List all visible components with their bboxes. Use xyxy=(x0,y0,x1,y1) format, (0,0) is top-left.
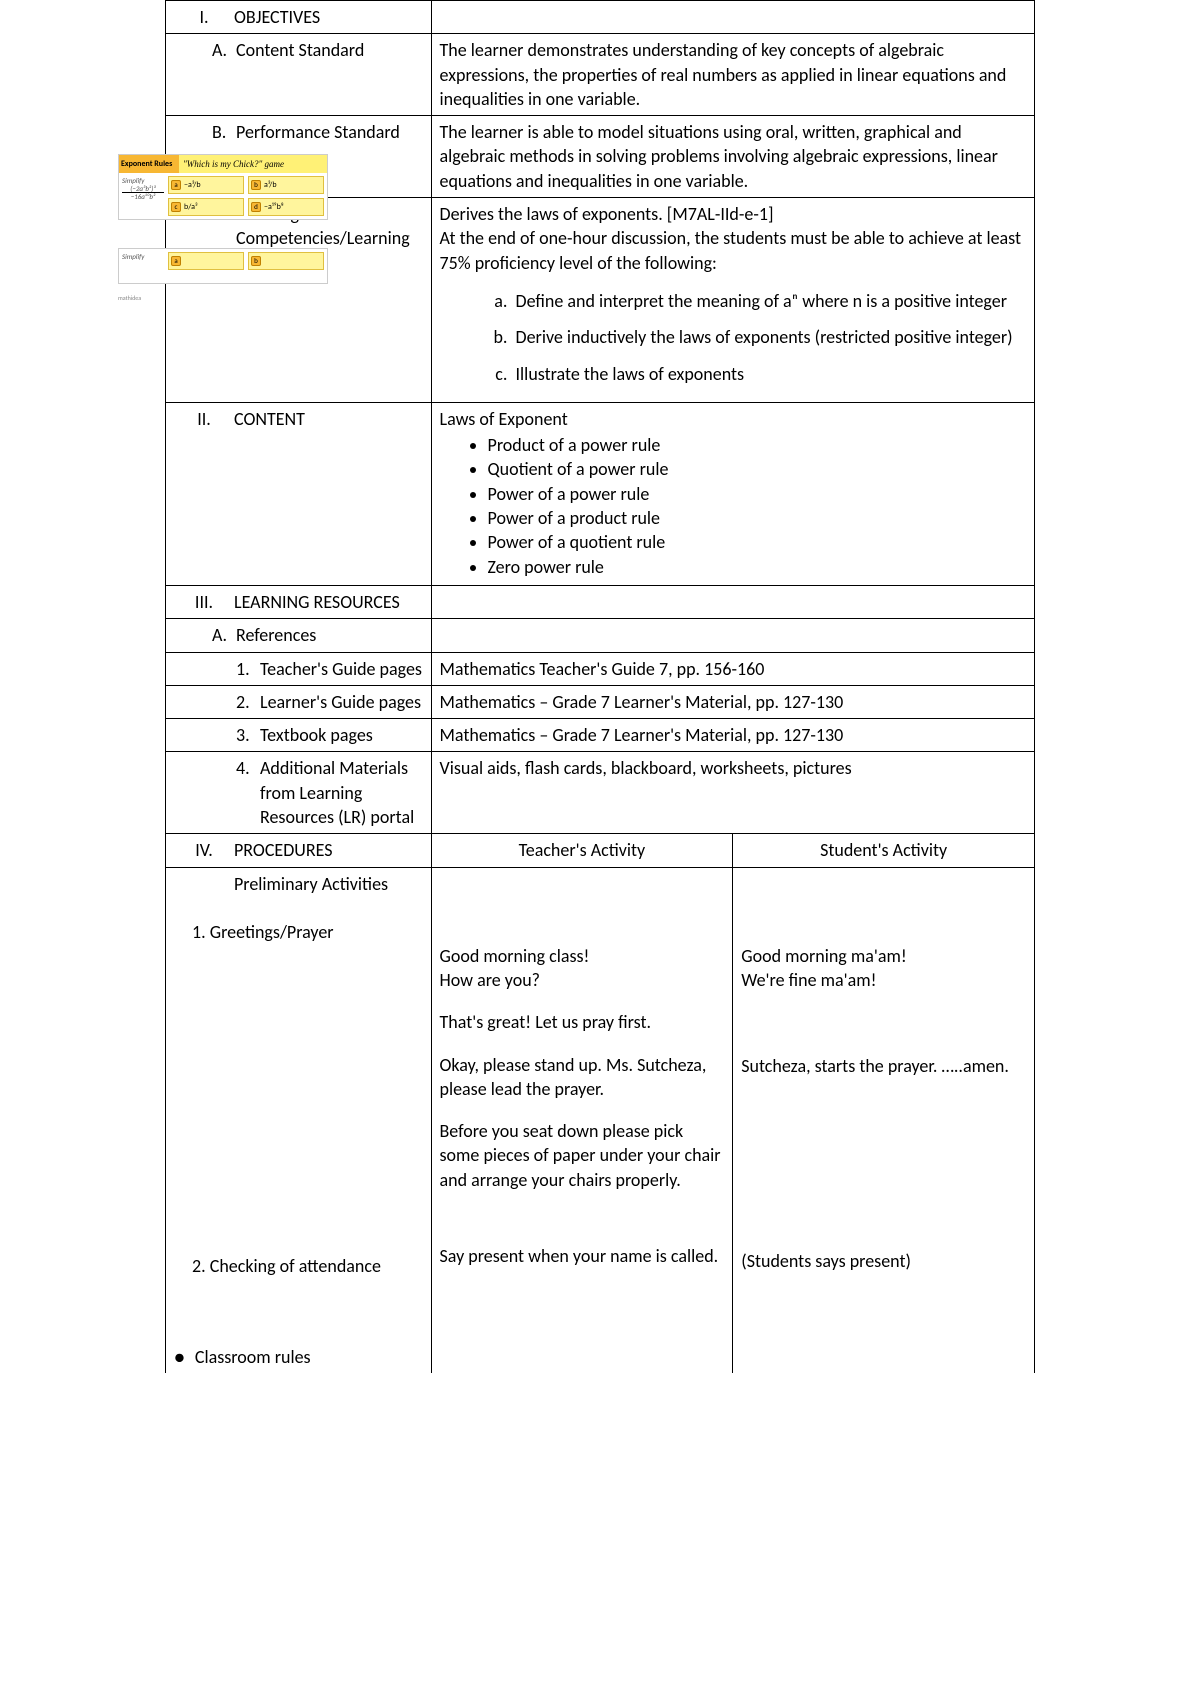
cell-learning-competencies-label: C.Learning Competencies/Learning Objecti… xyxy=(166,198,432,403)
cell-learning-resources-label: III.LEARNING RESOURCES xyxy=(166,585,432,618)
bullet-icon: ● xyxy=(174,1345,185,1369)
cell-procedures-label: IV.PROCEDURES xyxy=(166,834,432,867)
student-line-3: (Students says present) xyxy=(741,1249,1026,1273)
side-thumbnail-2: Simplify a b xyxy=(118,248,328,284)
bullet-power-quotient: Power of a quotient rule xyxy=(488,530,1026,554)
cell-textbook-label: 3.Textbook pages xyxy=(166,719,432,752)
student-line-2: Sutcheza, starts the prayer. …..amen. xyxy=(741,1054,1026,1078)
cell-teachers-guide-label: 1.Teacher's Guide pages xyxy=(166,652,432,685)
thumbnail-header: Exponent Rules "Which is my Chick?" game xyxy=(119,155,327,173)
row-learning-resources: III.LEARNING RESOURCES xyxy=(166,585,1035,618)
thumbnail-options-2: a b xyxy=(168,252,324,270)
thumbnail-source: mathidea xyxy=(118,294,141,302)
thumbnail-title-right: "Which is my Chick?" game xyxy=(179,155,327,173)
cell-content-label: II.CONTENT xyxy=(166,402,432,585)
cell-student-activity-body: Good morning ma'am! We're fine ma'am! Su… xyxy=(733,867,1035,1373)
row-content-standard: A.Content Standard The learner demonstra… xyxy=(166,34,1035,116)
option-a: a−a³/b xyxy=(168,176,244,194)
row-procedures-body: Preliminary Activities 1. Greetings/Pray… xyxy=(166,867,1035,1373)
objectives-list: Define and interpret the meaning of aⁿ w… xyxy=(440,289,1026,386)
step-attendance: 2. Checking of attendance xyxy=(174,1254,423,1278)
row-references: A.References xyxy=(166,619,1035,652)
lesson-plan-page: Exponent Rules "Which is my Chick?" game… xyxy=(0,0,1200,1403)
thumbnail-simplify-2: Simplify xyxy=(122,252,164,270)
cell-content-standard-label: A.Content Standard xyxy=(166,34,432,116)
cell-objectives-blank xyxy=(431,1,1034,34)
thumbnail-body: Simplify (−2a³b²)³ −16a¹⁰b² a−a³/b ba³/b… xyxy=(119,173,327,219)
row-teachers-guide: 1.Teacher's Guide pages Mathematics Teac… xyxy=(166,652,1035,685)
thumbnail-title-left: Exponent Rules xyxy=(119,155,179,173)
option-a2: a xyxy=(168,252,244,270)
cell-objectives-label: I.OBJECTIVES xyxy=(166,1,432,34)
cell-learners-guide-label: 2.Learner's Guide pages xyxy=(166,685,432,718)
student-line-1: Good morning ma'am! We're fine ma'am! xyxy=(741,944,1026,993)
cell-content-body: Laws of Exponent Product of a power rule… xyxy=(431,402,1034,585)
objective-a: Define and interpret the meaning of aⁿ w… xyxy=(512,289,1026,313)
bullet-product: Product of a power rule xyxy=(488,433,1026,457)
cell-teacher-activity-header: Teacher's Activity xyxy=(431,834,733,867)
cell-content-standard-text: The learner demonstrates understanding o… xyxy=(431,34,1034,116)
cell-teachers-guide-val: Mathematics Teacher's Guide 7, pp. 156-1… xyxy=(431,652,1034,685)
cell-procedures-left: Preliminary Activities 1. Greetings/Pray… xyxy=(166,867,432,1373)
cell-textbook-val: Mathematics – Grade 7 Learner's Material… xyxy=(431,719,1034,752)
row-learners-guide: 2.Learner's Guide pages Mathematics – Gr… xyxy=(166,685,1035,718)
teacher-line-5: Say present when your name is called. xyxy=(440,1244,725,1268)
side-thumbnail-1: Exponent Rules "Which is my Chick?" game… xyxy=(118,154,328,220)
cell-references-blank xyxy=(431,619,1034,652)
row-objectives: I.OBJECTIVES xyxy=(166,1,1035,34)
cell-learning-competencies-text: Derives the laws of exponents. [M7AL-IId… xyxy=(431,198,1034,403)
cell-teacher-activity-body: Good morning class! How are you? That's … xyxy=(431,867,733,1373)
cell-additional-materials-val: Visual aids, flash cards, blackboard, wo… xyxy=(431,752,1034,834)
teacher-line-2: That's great! Let us pray first. xyxy=(440,1010,725,1034)
teacher-line-4: Before you seat down please pick some pi… xyxy=(440,1119,725,1192)
cell-additional-materials-label: 4.Additional Materials from Learning Res… xyxy=(166,752,432,834)
bullet-power-product: Power of a product rule xyxy=(488,506,1026,530)
bullet-zero: Zero power rule xyxy=(488,555,1026,579)
objective-b: Derive inductively the laws of exponents… xyxy=(512,325,1026,349)
teacher-line-1: Good morning class! How are you? xyxy=(440,944,725,993)
option-d: d−a¹⁹b⁸ xyxy=(248,198,324,216)
row-content: II.CONTENT Laws of Exponent Product of a… xyxy=(166,402,1035,585)
thumbnail-body-2: Simplify a b xyxy=(119,249,327,273)
cell-learners-guide-val: Mathematics – Grade 7 Learner's Material… xyxy=(431,685,1034,718)
cell-student-activity-header: Student's Activity xyxy=(733,834,1035,867)
row-learning-competencies: C.Learning Competencies/Learning Objecti… xyxy=(166,198,1035,403)
objective-c: Illustrate the laws of exponents xyxy=(512,362,1026,386)
thumbnail-simplify: Simplify (−2a³b²)³ −16a¹⁰b² xyxy=(122,176,164,216)
thumbnail-options: a−a³/b ba³/b cb/a³ d−a¹⁹b⁸ xyxy=(168,176,324,216)
option-c: cb/a³ xyxy=(168,198,244,216)
row-additional-materials: 4.Additional Materials from Learning Res… xyxy=(166,752,1035,834)
row-textbook: 3.Textbook pages Mathematics – Grade 7 L… xyxy=(166,719,1035,752)
content-bullets: Product of a power rule Quotient of a po… xyxy=(440,433,1026,579)
option-b2: b xyxy=(248,252,324,270)
row-procedures-header: IV.PROCEDURES Teacher's Activity Student… xyxy=(166,834,1035,867)
step-classroom-rules: ● Classroom rules xyxy=(174,1345,423,1369)
option-b: ba³/b xyxy=(248,176,324,194)
teacher-line-3: Okay, please stand up. Ms. Sutcheza, ple… xyxy=(440,1053,725,1102)
bullet-quotient: Quotient of a power rule xyxy=(488,457,1026,481)
step-greetings: 1. Greetings/Prayer xyxy=(174,920,423,944)
cell-references-label: A.References xyxy=(166,619,432,652)
cell-learning-resources-blank xyxy=(431,585,1034,618)
bullet-power-power: Power of a power rule xyxy=(488,482,1026,506)
cell-performance-standard-text: The learner is able to model situations … xyxy=(431,116,1034,198)
